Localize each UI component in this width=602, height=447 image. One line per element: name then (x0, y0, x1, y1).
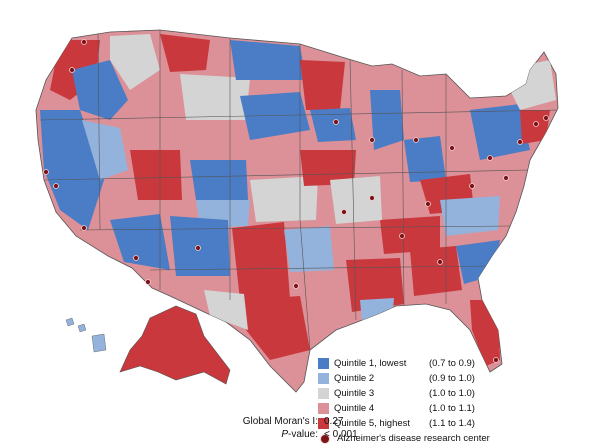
region-q5 (300, 150, 356, 186)
legend-item-q5: Quintile 5, highest (1.1 to 1.4) (318, 416, 598, 431)
research-center-marker (369, 137, 375, 143)
region-q1 (190, 160, 248, 200)
region-q1 (404, 136, 446, 182)
region-q2 (82, 120, 128, 180)
research-center-marker (195, 245, 201, 251)
mainland-us (35, 29, 559, 393)
legend-label: Quintile 4 (334, 403, 375, 414)
legend-range: (0.9 to 1.0) (429, 373, 475, 384)
p-label-rest: -value: (287, 429, 318, 440)
research-center-marker (43, 169, 49, 175)
region-q3 (110, 34, 160, 90)
research-center-marker (81, 39, 87, 45)
moran-label: Global Moran's I: (242, 416, 318, 427)
legend-label: Quintile 1, lowest (334, 358, 407, 369)
legend-marker-label: Alzheimer's disease research center (337, 433, 490, 444)
research-center-marker (425, 201, 431, 207)
region-q2 (360, 298, 394, 322)
region-q5 (410, 246, 462, 296)
research-center-marker (341, 209, 347, 215)
legend-range: (1.1 to 1.4) (429, 418, 475, 429)
region-q3 (204, 290, 248, 330)
region-q5 (232, 222, 290, 300)
region-q5 (380, 216, 440, 254)
research-center-marker (413, 137, 419, 143)
research-center-marker (369, 195, 375, 201)
region-q1 (370, 90, 404, 150)
research-center-marker (487, 155, 493, 161)
state-boundaries (39, 30, 558, 351)
statistics: Global Moran's I: 0.27 P-value: < 0.001 (190, 415, 358, 441)
legend-swatch (318, 418, 329, 429)
research-center-marker (293, 283, 299, 289)
legend-item-q1: Quintile 1, lowest (0.7 to 0.9) (318, 356, 598, 371)
region-q1 (72, 60, 128, 120)
research-center-marker (333, 119, 339, 125)
region-q1 (240, 92, 310, 140)
research-center-marker (437, 259, 443, 265)
research-center-marker (469, 183, 475, 189)
research-center-marker (517, 139, 523, 145)
region-q1 (310, 108, 356, 142)
region-q5 (130, 150, 182, 200)
legend-item-q4: Quintile 4 (1.0 to 1.1) (318, 401, 598, 416)
region-q1 (110, 214, 170, 270)
legend-range: (1.0 to 1.1) (429, 403, 475, 414)
legend-item-q3: Quintile 3 (1.0 to 1.0) (318, 386, 598, 401)
region-q3 (180, 74, 250, 120)
moran-value: 0.27 (324, 416, 344, 427)
region-q2 (284, 226, 334, 272)
research-center-marker (81, 225, 87, 231)
research-center-marker (493, 357, 499, 363)
p-value-row: P-value: < 0.001 (190, 428, 358, 441)
p-value-label: P-value: (190, 429, 324, 440)
research-center-icon (320, 433, 330, 444)
legend-label: Quintile 5, highest (334, 418, 411, 429)
moran-row: Global Moran's I: 0.27 (190, 415, 358, 428)
region-q1 (470, 104, 530, 160)
research-center-marker (145, 279, 151, 285)
legend-swatch (318, 388, 329, 399)
research-center-marker (399, 233, 405, 239)
research-center-marker (53, 183, 59, 189)
region-q5 (160, 34, 210, 72)
legend-label: Quintile 2 (334, 373, 375, 384)
legend: Quintile 1, lowest (0.7 to 0.9) Quintile… (318, 356, 598, 446)
alaska (119, 305, 231, 385)
hawaii (65, 317, 107, 353)
region-q5 (300, 60, 345, 110)
research-center-marker (449, 145, 455, 151)
region-q3 (330, 176, 382, 224)
legend-swatch (318, 358, 329, 369)
region-q3 (250, 176, 318, 222)
research-center-marker (543, 115, 549, 121)
research-center-marker (133, 255, 139, 261)
legend-label: Quintile 3 (334, 388, 375, 399)
region-q1 (230, 40, 306, 80)
legend-range: (1.0 to 1.0) (429, 388, 475, 399)
region-q5 (240, 296, 310, 360)
p-italic: P (281, 429, 288, 440)
research-center-marker (533, 121, 539, 127)
p-value: < 0.001 (324, 429, 358, 440)
legend-item-q2: Quintile 2 (0.9 to 1.0) (318, 371, 598, 386)
legend-swatch (318, 403, 329, 414)
region-q5 (520, 110, 550, 144)
research-center-marker (69, 67, 75, 73)
legend-item-research-center: Alzheimer's disease research center (318, 431, 598, 446)
legend-swatch (318, 373, 329, 384)
research-center-markers (43, 39, 549, 363)
legend-range: (0.7 to 0.9) (429, 358, 475, 369)
research-center-marker (503, 175, 509, 181)
region-q2 (440, 196, 500, 236)
